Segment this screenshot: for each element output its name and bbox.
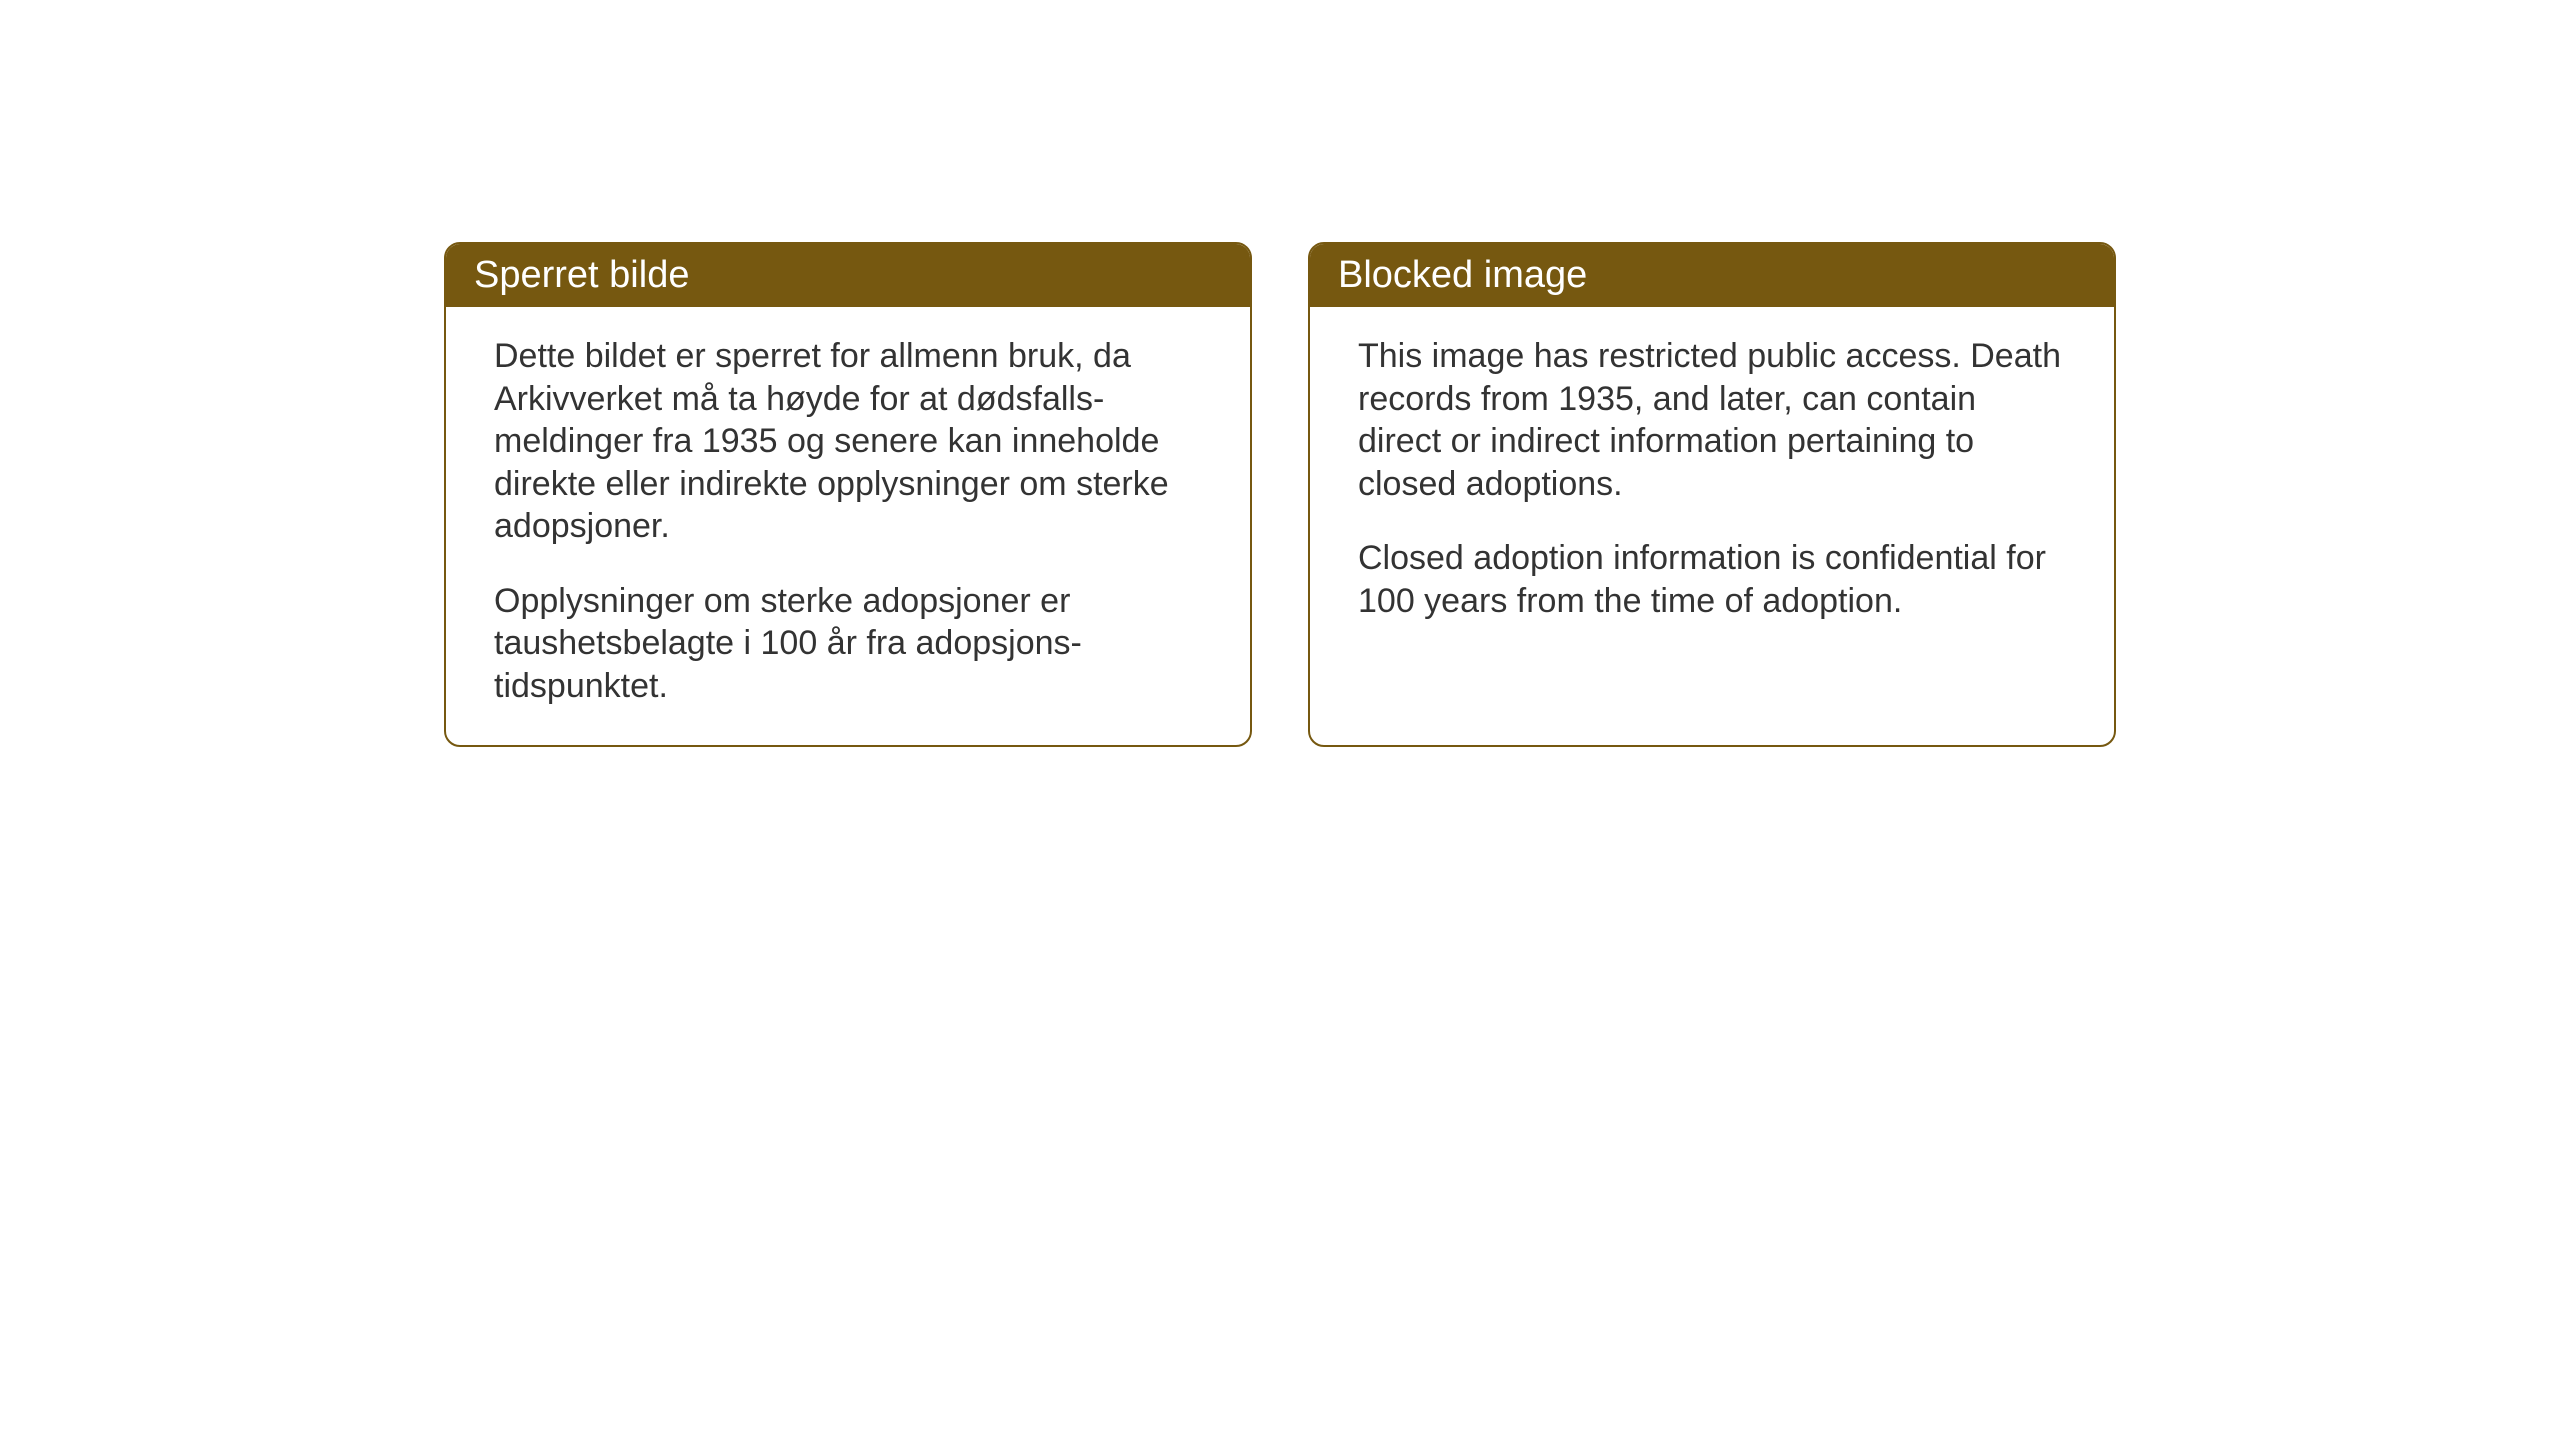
cards-container: Sperret bilde Dette bildet er sperret fo… xyxy=(444,242,2116,747)
english-paragraph-2: Closed adoption information is confident… xyxy=(1358,537,2066,622)
english-card-title: Blocked image xyxy=(1338,254,1587,296)
english-card: Blocked image This image has restricted … xyxy=(1308,242,2116,747)
norwegian-paragraph-1: Dette bildet er sperret for allmenn bruk… xyxy=(494,335,1202,548)
english-card-body: This image has restricted public access.… xyxy=(1310,307,2114,660)
norwegian-card-title: Sperret bilde xyxy=(474,254,689,296)
norwegian-card-body: Dette bildet er sperret for allmenn bruk… xyxy=(446,307,1250,745)
norwegian-card-header: Sperret bilde xyxy=(446,244,1250,307)
norwegian-card: Sperret bilde Dette bildet er sperret fo… xyxy=(444,242,1252,747)
norwegian-paragraph-2: Opplysninger om sterke adopsjoner er tau… xyxy=(494,580,1202,708)
english-card-header: Blocked image xyxy=(1310,244,2114,307)
english-paragraph-1: This image has restricted public access.… xyxy=(1358,335,2066,505)
